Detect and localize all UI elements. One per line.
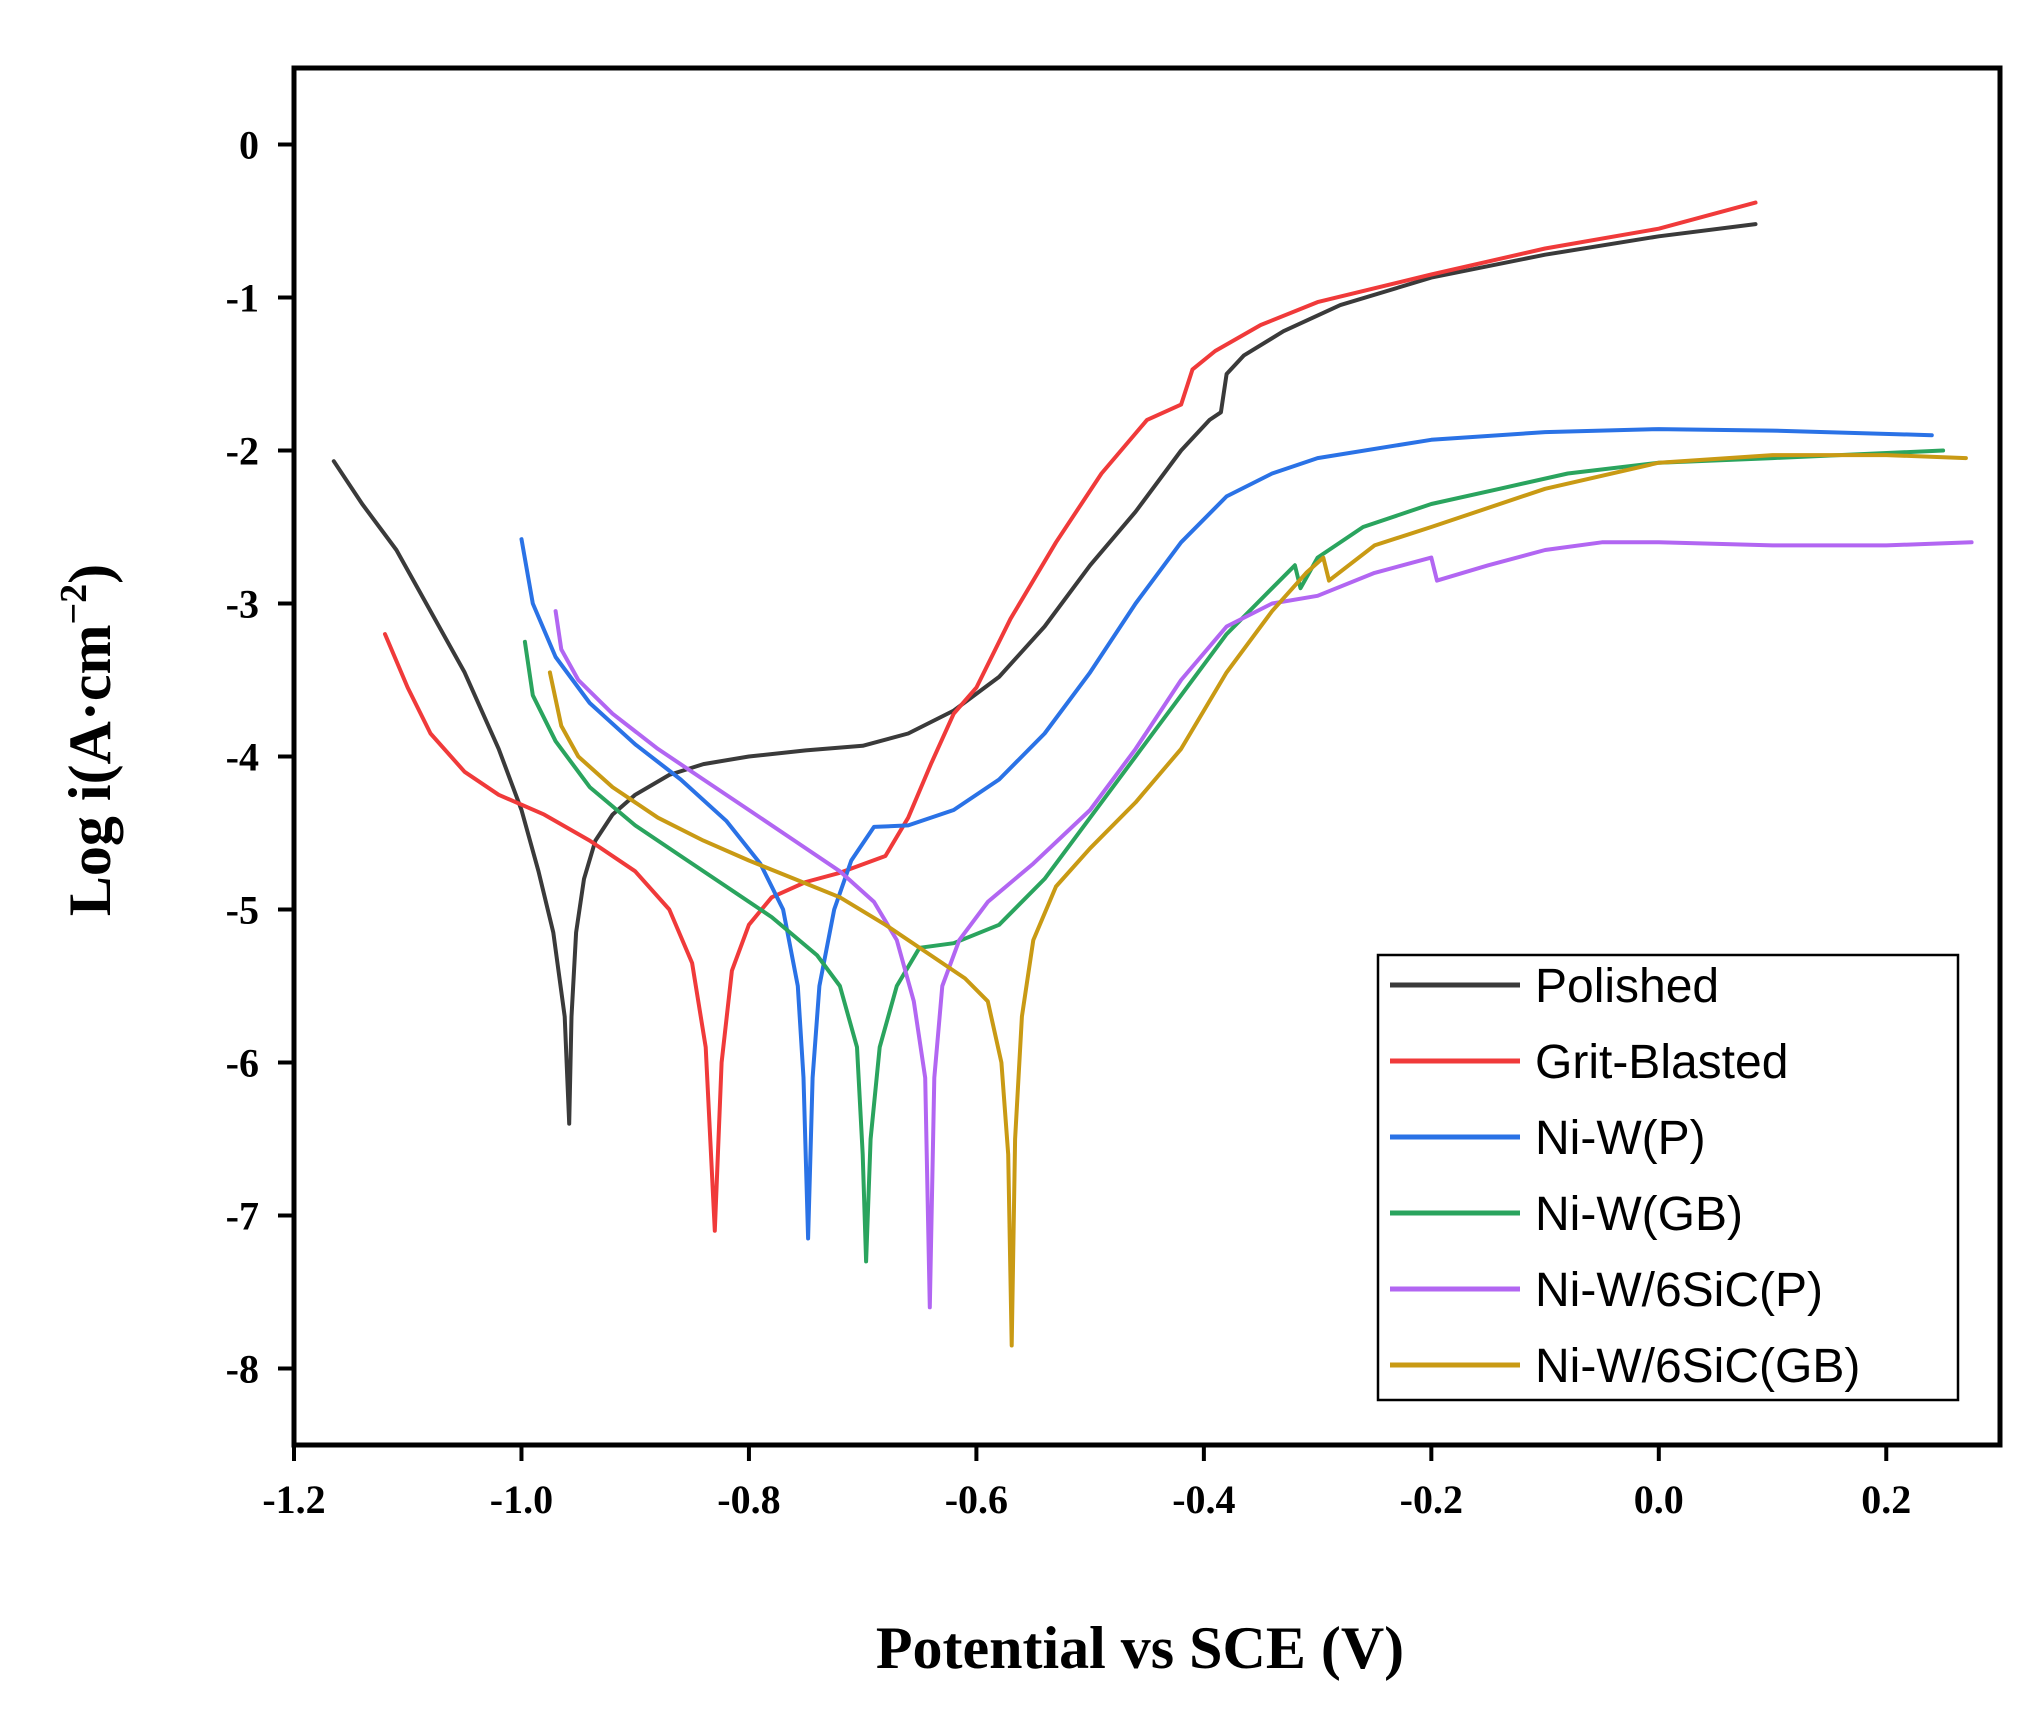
y-tick-label: -4: [226, 735, 259, 780]
series-line-ni-w-gb: [522, 448, 1946, 1264]
y-tick-label: -7: [226, 1194, 259, 1239]
series-layer: [331, 200, 1974, 1348]
y-tick-label: -3: [226, 582, 259, 627]
legend: Polished Grit-Blasted Ni-W(P) Ni-W(GB) Ni-W/…: [1376, 953, 1960, 1402]
y-tick-label: 0: [239, 123, 259, 168]
plot-frame: [291, 65, 2003, 1448]
series-line-polished: [331, 222, 1758, 1126]
series-line-ni-w-6sic-gb: [547, 453, 1968, 1348]
y-tick-label: -1: [226, 276, 259, 321]
x-axis-title: Potential vs SCE (V): [876, 1615, 1404, 1681]
y-axis-title: Log i(A·cm−2): [53, 564, 123, 916]
legend-label: Ni-W(P): [1535, 1112, 1706, 1165]
x-tick-label: -0.8: [717, 1477, 780, 1522]
x-tick-label: -0.2: [1400, 1477, 1463, 1522]
y-axis-title-main: Log i(A·cm: [57, 625, 123, 917]
y-tick-label: -2: [226, 429, 259, 474]
series-line-grit-blasted: [383, 200, 1758, 1233]
x-tick-label: -1.0: [490, 1477, 553, 1522]
legend-label: Polished: [1535, 960, 1719, 1013]
x-tick-label: -1.2: [262, 1477, 325, 1522]
y-axis-title-close: ): [57, 564, 123, 584]
legend-label: Grit-Blasted: [1535, 1036, 1788, 1089]
series-line-ni-w-p: [519, 427, 1934, 1241]
x-tick-label: -0.4: [1172, 1477, 1235, 1522]
legend-label: Ni-W(GB): [1535, 1188, 1743, 1241]
x-tick-label: 0.0: [1634, 1477, 1684, 1522]
legend-items: Polished Grit-Blasted Ni-W(P) Ni-W(GB) Ni-W/…: [1390, 960, 1860, 1393]
x-tick-label: 0.2: [1861, 1477, 1911, 1522]
legend-box: [1376, 953, 1960, 1402]
y-axis-title-superscript: −2: [53, 584, 95, 625]
x-tick-label: -0.6: [945, 1477, 1008, 1522]
series-line-ni-w-6sic-p: [553, 540, 1974, 1310]
legend-label: Ni-W/6SiC(P): [1535, 1264, 1823, 1317]
ticks-layer: -1.2 -1.0 -0.8 -0.6 -0.4 -0.2 0.0 0.2 0 -1 -2 -3 -4 -…: [226, 123, 1912, 1523]
y-tick-label: -5: [226, 888, 259, 933]
y-tick-label: -8: [226, 1347, 259, 1392]
legend-label: Ni-W/6SiC(GB): [1535, 1340, 1860, 1393]
y-tick-label: -6: [226, 1041, 259, 1086]
